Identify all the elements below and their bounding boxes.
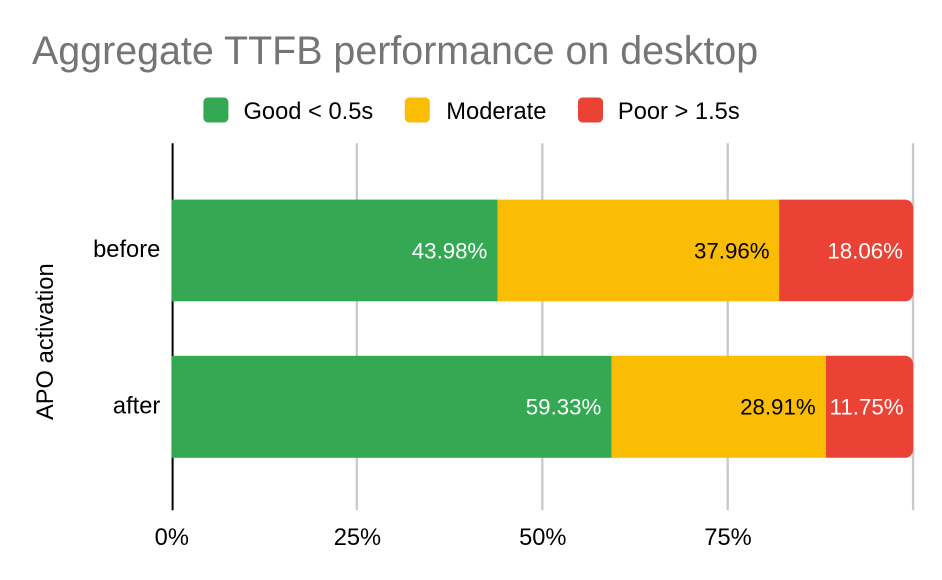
svg-text:28.91%: 28.91% [740, 395, 816, 420]
svg-text:37.96%: 37.96% [694, 238, 770, 263]
svg-text:75%: 75% [704, 525, 751, 551]
svg-text:Moderate: Moderate [446, 99, 546, 125]
svg-text:Poor > 1.5s: Poor > 1.5s [618, 99, 740, 125]
svg-text:18.06%: 18.06% [827, 238, 903, 263]
svg-text:25%: 25% [334, 525, 381, 551]
svg-text:43.98%: 43.98% [412, 238, 488, 263]
svg-text:59.33%: 59.33% [526, 395, 602, 420]
svg-text:11.75%: 11.75% [830, 395, 904, 420]
svg-text:50%: 50% [519, 525, 566, 551]
svg-text:Aggregate TTFB performance on: Aggregate TTFB performance on desktop [32, 29, 758, 73]
svg-text:0%: 0% [155, 525, 189, 551]
svg-text:Good < 0.5s: Good < 0.5s [244, 99, 374, 125]
svg-text:APO activation: APO activation [33, 263, 59, 420]
svg-text:before: before [93, 237, 160, 263]
svg-text:after: after [113, 393, 161, 419]
